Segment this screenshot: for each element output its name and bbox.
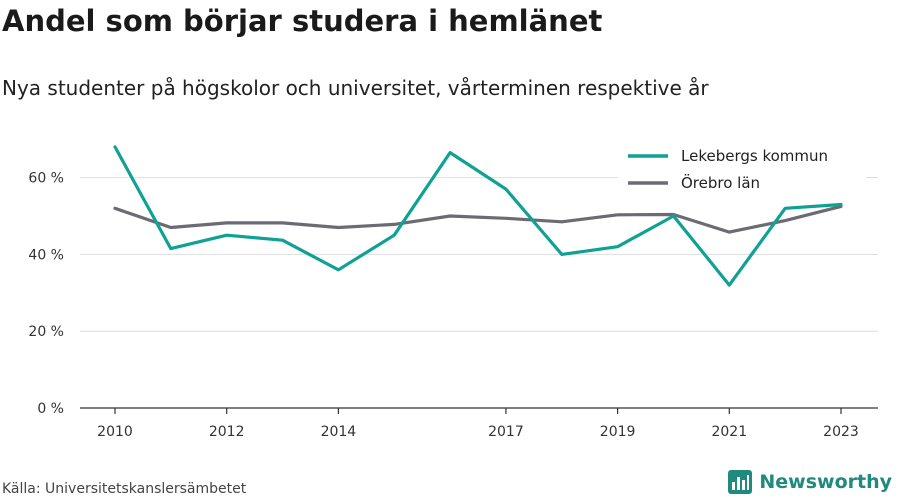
newsworthy-logo-icon bbox=[728, 470, 753, 494]
x-axis: 2010 2012 2014 2017 2019 2021 2023 bbox=[80, 407, 878, 440]
chart-title: Andel som börjar studera i hemlänet bbox=[2, 4, 603, 38]
series-line-lekebergs-kommun bbox=[113, 145, 843, 287]
source-note: Källa: Universitetskanslersämbetet bbox=[2, 481, 247, 497]
x-tick-label: 2021 bbox=[711, 424, 747, 440]
x-tick-label: 2023 bbox=[823, 424, 859, 440]
grid-lines: 0 % 20 % 40 % 60 % bbox=[28, 171, 878, 417]
series-line--rebro-l-n bbox=[113, 204, 843, 234]
y-tick-label: 0 % bbox=[37, 401, 64, 417]
x-tick-label: 2019 bbox=[600, 424, 636, 440]
brand-name: Newsworthy bbox=[759, 471, 892, 493]
legend-label: Örebro län bbox=[681, 173, 760, 192]
series-lines bbox=[113, 145, 843, 287]
legend-label: Lekebergs kommun bbox=[681, 147, 828, 165]
x-tick-label: 2012 bbox=[209, 424, 245, 440]
y-tick-label: 60 % bbox=[28, 171, 64, 187]
brand-logo: Newsworthy bbox=[727, 469, 892, 495]
x-tick-label: 2014 bbox=[321, 424, 357, 440]
y-tick-label: 20 % bbox=[28, 324, 64, 340]
x-tick-label: 2017 bbox=[488, 424, 524, 440]
legend: Lekebergs kommun Örebro län bbox=[618, 140, 866, 192]
x-tick-label: 2010 bbox=[97, 424, 133, 440]
y-tick-label: 40 % bbox=[28, 247, 64, 263]
chart-subtitle: Nya studenter på högskolor och universit… bbox=[2, 76, 709, 100]
